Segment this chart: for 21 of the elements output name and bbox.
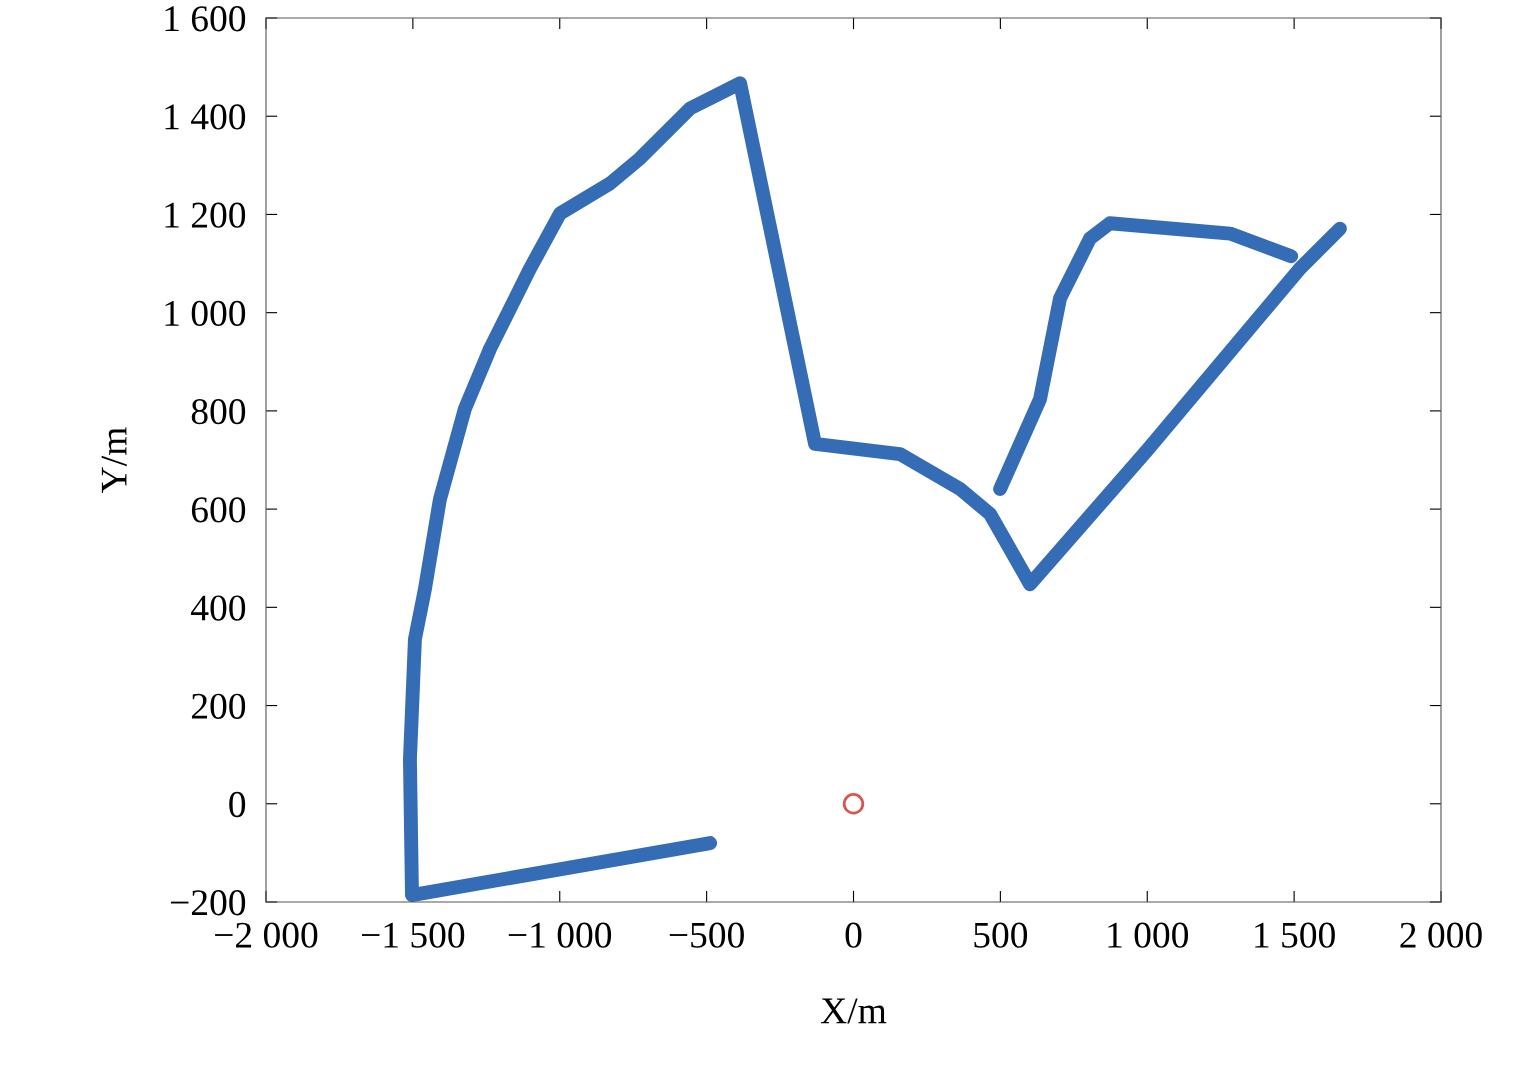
- y-axis-title: Y/m: [101, 427, 127, 493]
- x-tick-label: −1 000: [508, 922, 612, 948]
- y-tick-label: 600: [191, 497, 246, 523]
- y-tick-label: 1 000: [165, 300, 246, 327]
- y-tick-label: −200: [171, 890, 246, 916]
- x-axis-title: X/m: [820, 998, 887, 1024]
- y-tick-label: 400: [191, 595, 246, 621]
- y-tick-label: 1 600: [165, 6, 246, 32]
- x-tick-label: 1 000: [1108, 922, 1189, 948]
- y-tick-label: 0: [229, 791, 246, 818]
- x-tick-label: 1 500: [1255, 922, 1335, 948]
- x-tick-label: −2 000: [215, 922, 318, 948]
- y-tick-label: 1 200: [165, 202, 246, 228]
- x-tick-label: 0: [845, 922, 862, 948]
- y-tick-label: 800: [191, 398, 246, 425]
- x-tick-label: −1 500: [361, 922, 465, 948]
- y-tick-label: 1 400: [165, 104, 246, 130]
- y-tick-label: 200: [191, 693, 246, 719]
- x-tick-label: −500: [669, 922, 744, 948]
- x-tick-label: 500: [974, 922, 1028, 948]
- x-tick-label: 2 000: [1400, 922, 1482, 948]
